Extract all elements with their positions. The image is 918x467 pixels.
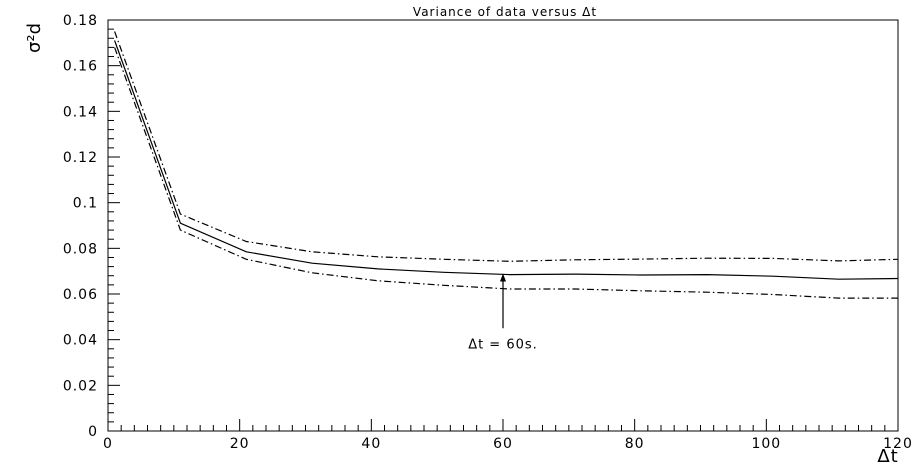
series-line-lower xyxy=(114,47,898,299)
plot-frame xyxy=(107,19,899,432)
y-tick-label: 0.1 xyxy=(73,196,98,212)
annotation-text: Δt = 60s. xyxy=(468,337,538,352)
y-tick-label: 0.12 xyxy=(63,150,98,166)
y-tick-label: 0.14 xyxy=(63,104,98,120)
x-axis-label: Δt xyxy=(877,446,898,467)
x-tick-label: 40 xyxy=(361,436,381,452)
x-tick-label: 120 xyxy=(883,436,913,452)
y-axis-label: σ²d xyxy=(24,23,45,53)
y-tick-label: 0.16 xyxy=(63,59,98,75)
y-tick-label: 0.04 xyxy=(63,333,98,349)
series-line-mean xyxy=(114,40,899,280)
y-tick-label: 0 xyxy=(88,424,98,440)
y-axis-ticks: 0 0.02 0.04 0.06 0.08 0.1 0.12 0.14 0.16 0.18 xyxy=(63,13,120,440)
x-tick-label: 20 xyxy=(230,436,250,452)
x-tick-label: 0 xyxy=(103,436,113,452)
y-tick-label: 0.08 xyxy=(63,241,98,257)
y-tick-label: 0.06 xyxy=(63,287,98,303)
x-tick-label: 100 xyxy=(751,436,781,452)
series-lines xyxy=(114,31,899,299)
y-tick-label: 0.18 xyxy=(63,13,98,29)
x-tick-label: 60 xyxy=(493,436,513,452)
y-tick-label: 0.02 xyxy=(63,378,98,394)
x-axis-ticks: 0 20 40 60 80 100 120 xyxy=(103,419,913,452)
chart-title: Variance of data versus Δt xyxy=(413,5,597,19)
plot-frame-rect xyxy=(107,19,899,432)
annotation-group: Δt = 60s. xyxy=(468,273,538,352)
x-tick-label: 80 xyxy=(625,436,645,452)
series-line-upper xyxy=(114,31,899,262)
